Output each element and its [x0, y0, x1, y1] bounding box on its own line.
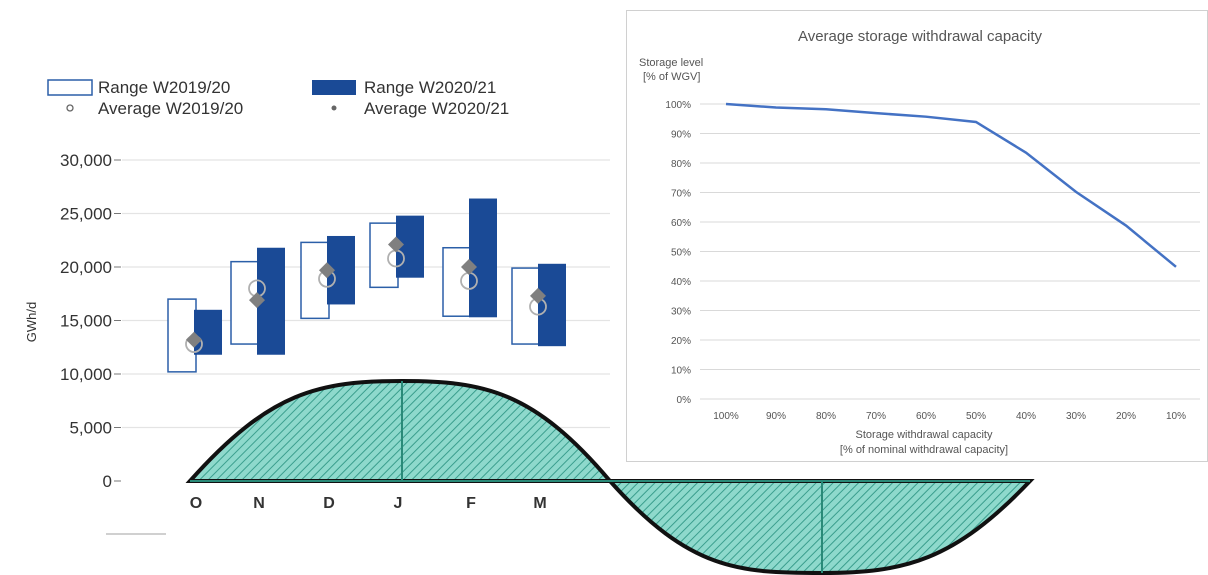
- storage-level-line: [725, 102, 1177, 268]
- average-2021-marker: [461, 259, 477, 275]
- legend-marker-avg-2019: [66, 104, 74, 112]
- right-chart-title: Average storage withdrawal capacity: [798, 28, 1043, 45]
- right-y-axis-title-line1: Storage level: [639, 57, 703, 69]
- range-2021-bar: [538, 263, 566, 347]
- right-ytick-label: 80%: [671, 159, 691, 170]
- right-ytick-label: 90%: [671, 130, 691, 141]
- right-xtick-label: 30%: [1066, 411, 1086, 422]
- range-2019-bar: [442, 246, 472, 317]
- left-ytick-label: 10,000: [60, 365, 112, 384]
- average-2021-marker: [388, 236, 404, 253]
- left-xtick-label: D: [323, 495, 335, 512]
- left-ytick-label: 20,000: [60, 258, 112, 277]
- right-ytick-label: 0%: [677, 395, 692, 406]
- legend-label-avg-2019: Average W2019/20: [98, 99, 243, 118]
- average-2021-marker: [249, 292, 265, 309]
- average-2021-marker: [530, 287, 546, 304]
- right-x-axis-title-line1: Storage withdrawal capacity: [856, 429, 993, 441]
- right-xtick-label: 80%: [816, 411, 836, 422]
- wave-positive-area: [185, 378, 615, 483]
- legend-label-range-2019: Range W2019/20: [98, 78, 230, 97]
- right-ytick-label: 50%: [671, 248, 691, 259]
- range-2021-bar: [194, 309, 222, 355]
- right-xtick-label: 60%: [916, 411, 936, 422]
- range-2021-bar: [469, 198, 497, 318]
- average-2021-marker: [186, 331, 202, 348]
- legend: Range W2019/20 Range W2020/21 Average W2…: [47, 78, 509, 118]
- left-ytick-label: 30,000: [60, 151, 112, 170]
- right-xtick-label: 20%: [1116, 411, 1136, 422]
- left-xtick-label: M: [533, 495, 546, 512]
- right-ytick-label: 70%: [671, 189, 691, 200]
- left-ytick-label: 15,000: [60, 312, 112, 331]
- right-xtick-label: 50%: [966, 411, 986, 422]
- right-ytick-label: 30%: [671, 307, 691, 318]
- right-ytick-label: 100%: [665, 100, 691, 111]
- legend-label-avg-2021: Average W2020/21: [364, 99, 509, 118]
- right-xtick-label: 70%: [866, 411, 886, 422]
- right-y-axis-title-line2: [% of WGV]: [643, 71, 700, 83]
- seasonal-wave: [185, 378, 1035, 575]
- left-ytick-label: 25,000: [60, 205, 112, 224]
- right-ytick-label: 20%: [671, 336, 691, 347]
- left-y-axis-title: GWh/d: [24, 302, 39, 342]
- range-2019-bar: [300, 241, 330, 320]
- right-ytick-label: 60%: [671, 218, 691, 229]
- wave-negative-area: [605, 479, 1035, 575]
- right-xtick-label: 100%: [713, 411, 739, 422]
- right-xtick-label: 90%: [766, 411, 786, 422]
- legend-marker-range-2019: [47, 79, 93, 96]
- range-2019-bar: [511, 267, 541, 345]
- left-ytick-label: 0: [103, 472, 112, 491]
- left-xtick-label: N: [253, 495, 265, 512]
- right-ytick-label: 10%: [671, 366, 691, 377]
- range-2019-bar: [369, 222, 399, 289]
- left-xtick-label: F: [466, 495, 476, 512]
- left-ytick-label: 5,000: [69, 419, 112, 438]
- right-xtick-label: 10%: [1166, 411, 1186, 422]
- right-xtick-label: 40%: [1016, 411, 1036, 422]
- left-xtick-label: J: [394, 495, 403, 512]
- legend-marker-range-2021: [312, 80, 356, 95]
- right-chart-panel: Average storage withdrawal capacity Stor…: [626, 10, 1208, 462]
- right-chart: Average storage withdrawal capacity Stor…: [639, 28, 1200, 456]
- left-xtick-label: O: [190, 495, 202, 512]
- legend-marker-avg-2021: [331, 105, 337, 111]
- legend-label-range-2021: Range W2020/21: [364, 78, 496, 97]
- right-x-axis-title-line2: [% of nominal withdrawal capacity]: [840, 444, 1008, 456]
- right-ytick-label: 40%: [671, 277, 691, 288]
- average-2021-marker: [319, 262, 335, 279]
